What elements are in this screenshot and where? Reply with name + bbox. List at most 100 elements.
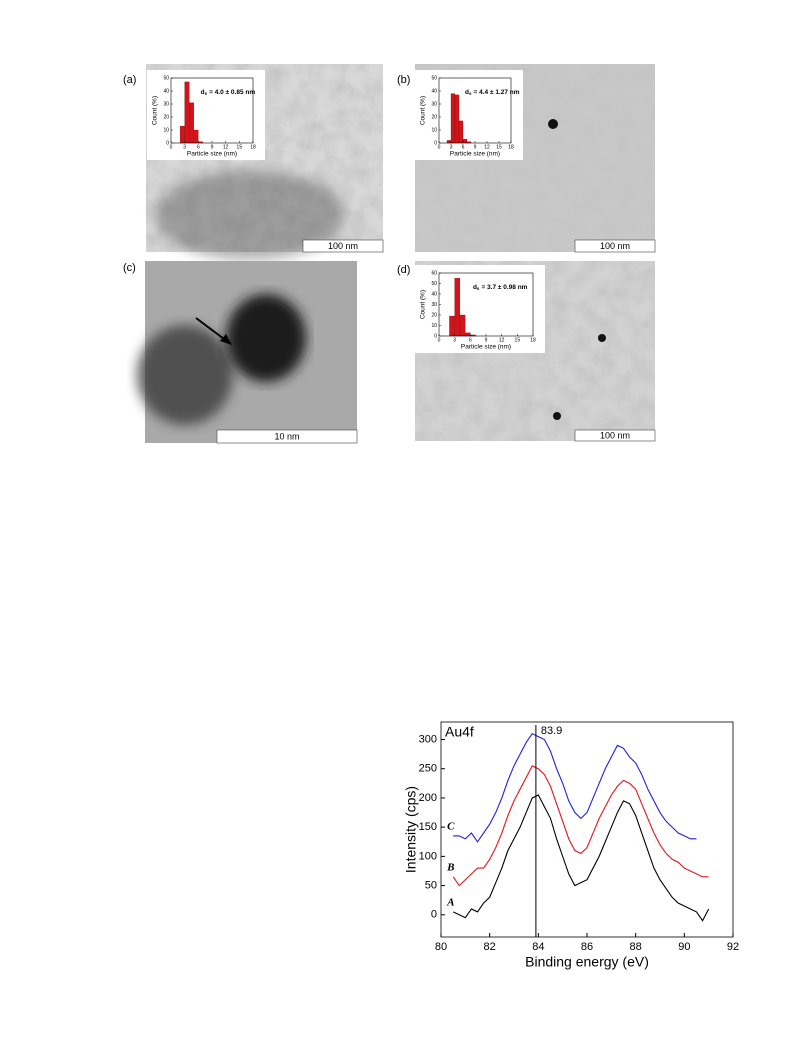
tem-image-c [137,261,357,443]
y-tick-label: 30 [163,101,169,107]
scale-bar-box [574,429,656,442]
histogram-bar [459,314,466,337]
y-tick-label: 150 [419,821,437,833]
histogram-bar [454,278,461,337]
annotation-symbol: d [473,284,477,291]
y-tick-label: 100 [419,850,437,862]
scale-bar-box [216,429,358,444]
x-tick-label: 84 [532,941,544,953]
y-tick-label: 0 [434,140,437,146]
y-tick-label: 10 [163,127,169,133]
histogram-bar [464,332,471,337]
y-tick-label: 20 [431,114,437,120]
panel-label: (b) [397,74,410,86]
panel-label: (d) [397,264,410,276]
x-tick-label: 0 [438,337,441,343]
histogram-bar [184,81,190,144]
histogram-bar [449,315,455,337]
y-tick-label: 30 [431,101,437,107]
y-tick-label: 40 [431,291,437,297]
x-tick-label: 9 [485,337,488,343]
histogram-bar [462,138,468,144]
x-tick-label: 18 [530,337,536,343]
x-tick-label: 3 [453,337,456,343]
annotation-value: = 4.4 ± 1.27 nm [474,89,520,96]
x-tick-label: 86 [581,941,593,953]
histogram-bar [189,102,194,144]
y-tick-label: 0 [434,333,437,339]
histogram-bar [193,129,199,144]
histogram-bar [454,94,460,144]
x-tick-label: 3 [183,144,186,150]
y-tick-label: 50 [425,879,437,891]
y-tick-label: 300 [419,733,437,745]
y-tick-label: 40 [163,88,169,94]
x-tick-label: 6 [462,144,465,150]
scale-bar-label: 100 nm [600,241,630,251]
x-axis-label: Binding energy (eV) [525,954,649,970]
x-tick-label: 15 [515,337,521,343]
x-tick-label: 0 [438,144,441,150]
x-tick-label: 18 [250,144,256,150]
scale-bar-box [574,239,656,253]
panel-label: (a) [123,74,136,86]
inset-annotation: ds = 4.0 ± 0.85 nm [201,89,256,96]
annotation-value: = 4.0 ± 0.85 nm [209,89,255,96]
x-tick-label: 80 [435,941,447,953]
scale-bar-label: 100 nm [600,430,630,440]
x-tick-label: 88 [630,941,642,953]
series-line [453,732,697,843]
series-label: A [446,896,454,908]
y-tick-label: 20 [163,114,169,120]
annotation-subscript: s [205,91,208,96]
x-tick-label: 12 [499,337,505,343]
x-tick-label: 15 [496,144,502,150]
y-axis-label: Count (%) [420,290,427,319]
y-tick-label: 50 [431,75,437,81]
x-axis-label: Particle size (nm) [461,344,511,351]
x-tick-label: 6 [469,337,472,343]
series-line [452,794,710,922]
annotation-value: = 3.7 ± 0.98 nm [481,284,527,291]
x-tick-label: 6 [197,144,200,150]
y-tick-label: 0 [166,140,169,146]
annotation-symbol: d [201,89,205,96]
x-tick-label: 90 [678,941,690,953]
inset-annotation: ds = 4.4 ± 1.27 nm [465,89,520,96]
histogram-bar [446,140,452,144]
y-tick-label: 50 [163,75,169,81]
x-axis-label: Particle size (nm) [187,151,237,158]
histogram-bar [450,93,456,144]
inset-box [147,70,265,160]
x-tick-label: 82 [484,941,496,953]
x-tick-label: 12 [484,144,490,150]
y-tick-label: 30 [431,302,437,308]
y-tick-label: 10 [431,127,437,133]
scale-bar-box [302,239,384,253]
x-tick-label: 0 [170,144,173,150]
series-label: C [447,820,455,832]
y-tick-label: 50 [431,281,437,287]
series-label: B [446,861,454,873]
y-tick-label: 10 [431,323,437,329]
x-tick-label: 3 [450,144,453,150]
y-tick-label: 0 [431,909,437,921]
x-axis-label: Particle size (nm) [450,151,500,158]
inset-box [415,265,545,353]
x-tick-label: 9 [211,144,214,150]
x-tick-label: 18 [508,144,514,150]
marker-label: 83.9 [541,725,562,737]
annotation-subscript: s [477,286,480,291]
y-tick-label: 40 [431,88,437,94]
scale-bar-label: 100 nm [328,241,358,251]
panel-label: (c) [123,262,136,274]
x-tick-label: 92 [727,941,739,953]
chart-annotation: Au4f [445,724,474,740]
inset-box [415,70,523,160]
y-tick-label: 60 [431,270,437,276]
annotation-subscript: s [469,91,472,96]
histogram-bar [458,120,464,144]
x-tick-label: 12 [223,144,229,150]
inset-annotation: ds = 3.7 ± 0.98 nm [473,284,528,291]
